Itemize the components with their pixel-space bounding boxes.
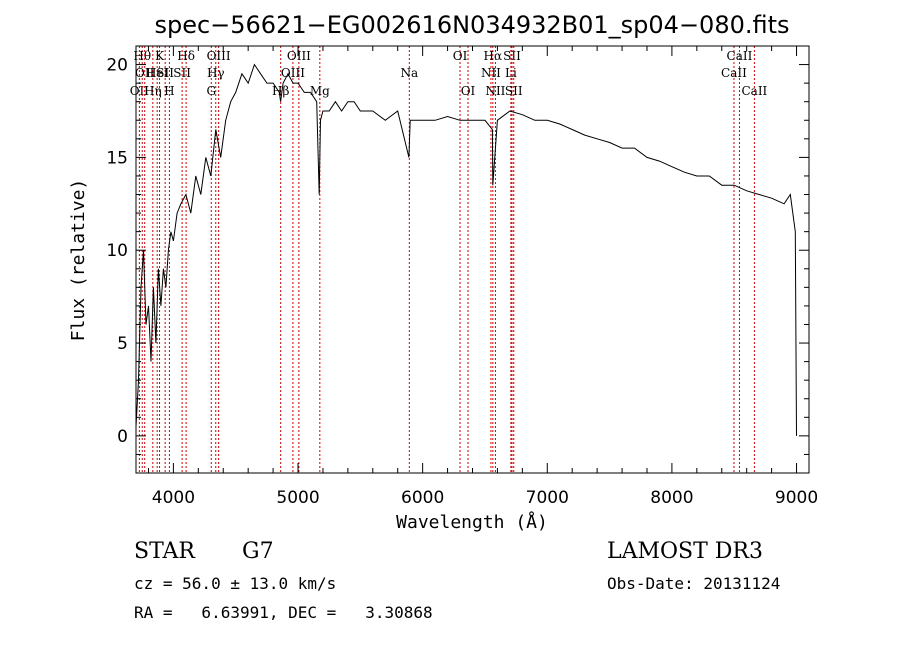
- coordinates: RA = 6.63991, DEC = 3.30868: [134, 603, 433, 622]
- object-subclass: G7: [242, 539, 274, 564]
- survey-name: LAMOST DR3: [607, 539, 763, 564]
- line-marker-label: OI: [461, 84, 476, 98]
- observation-date: Obs-Date: 20131124: [607, 574, 781, 593]
- line-marker-label: SII: [505, 84, 523, 98]
- line-marker-label: OI: [453, 49, 468, 63]
- line-marker-label: Hδ: [177, 49, 195, 63]
- spectrum-line: [135, 63, 797, 436]
- line-marker-label: SII: [503, 49, 521, 63]
- x-tick-label: 6000: [401, 488, 444, 508]
- line-marker-label: SII: [173, 66, 191, 80]
- line-markers: OIIHθOIIHηHeIKSIIHHδSIIGHγOIIIHβOIIIOIII…: [130, 46, 768, 473]
- y-axis-label: Flux (relative): [68, 179, 89, 342]
- line-marker-label: Hγ: [207, 66, 225, 80]
- y-axis-ticks: 0 5 10 15 20: [106, 45, 809, 455]
- redshift-velocity: cz = 56.0 ± 13.0 km/s: [134, 574, 337, 593]
- x-tick-label: 8000: [650, 488, 693, 508]
- line-marker-label: CaII: [721, 66, 747, 80]
- line-marker-label: K: [155, 49, 165, 63]
- line-marker-label: SII: [156, 66, 174, 80]
- line-marker-label: Mg: [310, 84, 330, 98]
- object-class: STAR: [134, 539, 195, 564]
- y-tick-label: 20: [106, 56, 128, 76]
- chart-title: spec−56621−EG002616N034932B01_sp04−080.f…: [154, 11, 789, 39]
- plot-frame: [135, 45, 810, 474]
- x-axis-label: Wavelength (Å): [396, 511, 548, 533]
- line-marker-label: Hθ: [133, 49, 151, 63]
- line-marker-label: OIII: [287, 49, 311, 63]
- line-marker-label: HeI: [146, 66, 169, 80]
- x-tick-label: 4000: [152, 488, 195, 508]
- x-tick-label: 7000: [526, 488, 569, 508]
- x-tick-label: 9000: [775, 488, 818, 508]
- y-tick-label: 10: [106, 241, 128, 261]
- spectrum-series: [135, 63, 797, 436]
- x-tick-label: 5000: [276, 488, 319, 508]
- line-marker-label: H: [164, 84, 174, 98]
- line-marker-label: OII: [135, 66, 155, 80]
- line-marker-label: OIII: [207, 49, 231, 63]
- x-axis-ticks: 4000 5000 6000 7000 8000 9000: [147, 46, 818, 508]
- line-marker-label: Hη: [144, 84, 162, 98]
- y-tick-label: 5: [117, 334, 128, 354]
- line-marker-label: NII: [481, 66, 501, 80]
- line-marker-label: NII: [485, 84, 505, 98]
- line-marker-label: CaII: [741, 84, 767, 98]
- y-tick-label: 0: [117, 427, 128, 447]
- line-marker-label: CaII: [727, 49, 753, 63]
- line-marker-label: G: [206, 84, 216, 98]
- line-marker-label: Li: [505, 66, 517, 80]
- line-marker-label: OIII: [281, 66, 305, 80]
- y-tick-label: 15: [106, 148, 128, 168]
- line-marker-label: Hα: [484, 49, 503, 63]
- line-marker-label: Na: [400, 66, 418, 80]
